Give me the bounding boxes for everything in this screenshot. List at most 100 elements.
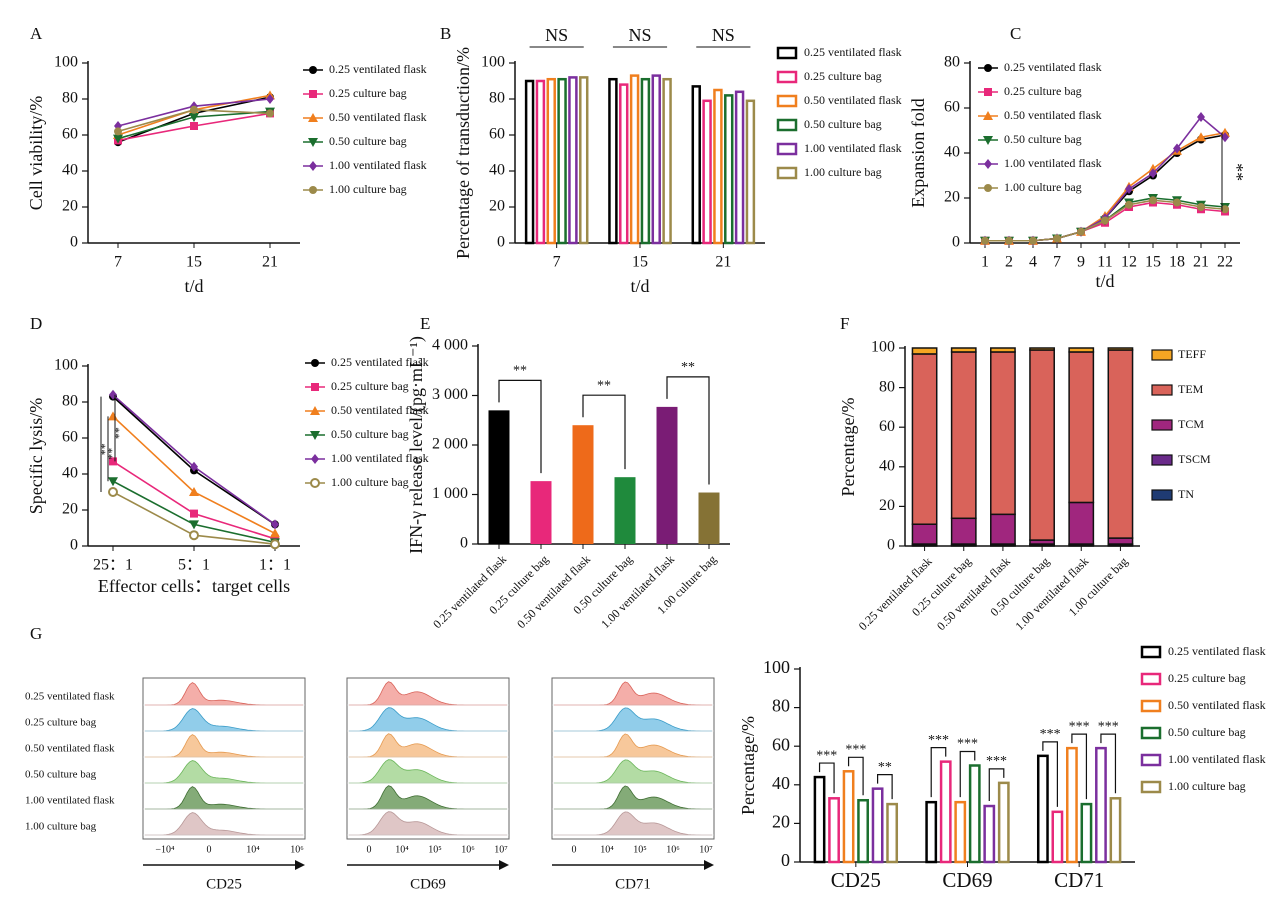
bar <box>886 802 899 864</box>
x-tick-label: 21 <box>715 254 731 271</box>
axis-tick-label: 10⁴ <box>395 844 409 855</box>
marker <box>1221 205 1229 214</box>
y-axis-label: Cell viability/% <box>26 96 46 211</box>
legend-label: 0.25 culture bag <box>1168 671 1246 685</box>
marker <box>266 94 274 104</box>
bar <box>546 77 556 245</box>
x-tick-label: CD69 <box>942 868 992 892</box>
bar <box>983 804 996 864</box>
y-tick-label: 40 <box>62 162 78 179</box>
x-tick-label: 18 <box>1169 254 1185 271</box>
x-tick-label: 21 <box>1193 254 1209 271</box>
legend-swatch <box>1140 726 1162 740</box>
axis-tick-label: 10⁷ <box>494 844 508 855</box>
legend-label: 1.00 ventilated flask <box>1004 156 1102 170</box>
y-tick-label: 60 <box>879 418 895 435</box>
marker <box>1053 234 1061 243</box>
y-tick-label: 40 <box>62 465 78 482</box>
y-tick-label: 40 <box>489 162 505 179</box>
y-tick-label: 60 <box>489 126 505 143</box>
y-tick-label: 60 <box>62 126 78 143</box>
axis-tick-label: 0 <box>207 844 212 855</box>
bar <box>662 77 672 245</box>
y-tick-label: 100 <box>54 357 78 374</box>
marker <box>113 134 123 144</box>
marker <box>1173 198 1181 207</box>
marker <box>1197 112 1205 122</box>
y-tick-label: 0 <box>70 234 78 251</box>
axis-tick-label: 10⁶ <box>461 844 475 855</box>
axis-label: CD71 <box>615 876 651 892</box>
bar-segment <box>911 353 938 525</box>
bar <box>968 764 981 864</box>
legend-label: 1.00 culture bag <box>329 182 407 196</box>
axis-tick-label: 10⁴ <box>246 844 260 855</box>
legend-swatch <box>1151 349 1173 361</box>
annotation: *** <box>986 754 1007 769</box>
bar <box>713 88 723 245</box>
annotation: NS <box>628 25 651 45</box>
y-tick-label: 20 <box>62 198 78 215</box>
bracket <box>1071 733 1088 800</box>
x-tick-label: CD71 <box>1054 868 1104 892</box>
bar <box>579 76 589 245</box>
marker <box>310 431 320 440</box>
row-label: 1.00 culture bag <box>25 821 97 833</box>
y-tick-label: 0 <box>70 537 78 554</box>
legend-label: 1.00 culture bag <box>331 475 409 489</box>
x-tick-label: 0.50 ventilated flask <box>514 552 593 631</box>
bracket <box>847 756 864 796</box>
legend-swatch <box>776 166 798 180</box>
row-label: 1.00 ventilated flask <box>25 795 115 807</box>
legend-label: 1.00 culture bag <box>804 165 882 179</box>
bar-segment <box>911 523 938 545</box>
bar <box>997 781 1010 864</box>
legend-label: 1.00 culture bag <box>1004 180 1082 194</box>
bar <box>1095 746 1107 864</box>
marker <box>983 136 993 145</box>
x-tick-label: CD25 <box>831 868 881 892</box>
bar <box>656 406 678 544</box>
marker <box>311 359 319 367</box>
bar <box>640 77 651 245</box>
bar-segment <box>990 347 1016 353</box>
y-tick-label: 100 <box>481 54 505 71</box>
legend-swatch <box>1151 454 1173 466</box>
legend-swatch <box>1140 672 1162 686</box>
x-tick-label: 9 <box>1077 254 1085 271</box>
bar <box>925 800 938 864</box>
marker <box>189 113 199 122</box>
bar <box>568 76 578 245</box>
arrow-head <box>499 860 509 870</box>
y-tick-label: 0 <box>887 537 895 554</box>
annotation: ** <box>105 448 119 460</box>
axis-tick-label: 10⁵ <box>428 844 442 855</box>
x-tick-label: 4 <box>1029 254 1037 271</box>
legend-swatch <box>776 46 798 60</box>
legend-label: 0.50 ventilated flask <box>1168 698 1266 712</box>
marker <box>1173 143 1181 154</box>
legend-swatch <box>1151 419 1173 431</box>
bar-segment <box>1029 347 1055 351</box>
axis-label: CD25 <box>206 876 242 892</box>
legend-label: 0.25 culture bag <box>804 69 882 83</box>
annotation: NS <box>712 25 735 45</box>
y-tick-label: 20 <box>489 198 505 215</box>
y-tick-label: 40 <box>772 773 790 793</box>
x-tick-label: 15 <box>632 254 648 271</box>
marker <box>1197 203 1205 211</box>
x-tick-label: 1.00 ventilated flask <box>1012 554 1091 633</box>
y-tick-label: 100 <box>763 657 790 677</box>
y-tick-label: 40 <box>879 457 895 474</box>
axis-tick-label: −10⁴ <box>155 844 175 855</box>
y-tick-label: 80 <box>879 378 895 395</box>
bar-segment <box>911 347 938 355</box>
x-tick-label: 21 <box>262 254 278 271</box>
annotation: ** <box>1227 163 1247 181</box>
arrow-head <box>295 860 305 870</box>
bar <box>871 787 884 864</box>
legend-label: TSCM <box>1178 452 1211 466</box>
bar <box>1051 810 1064 864</box>
marker <box>311 454 319 464</box>
y-tick-label: 80 <box>772 696 790 716</box>
